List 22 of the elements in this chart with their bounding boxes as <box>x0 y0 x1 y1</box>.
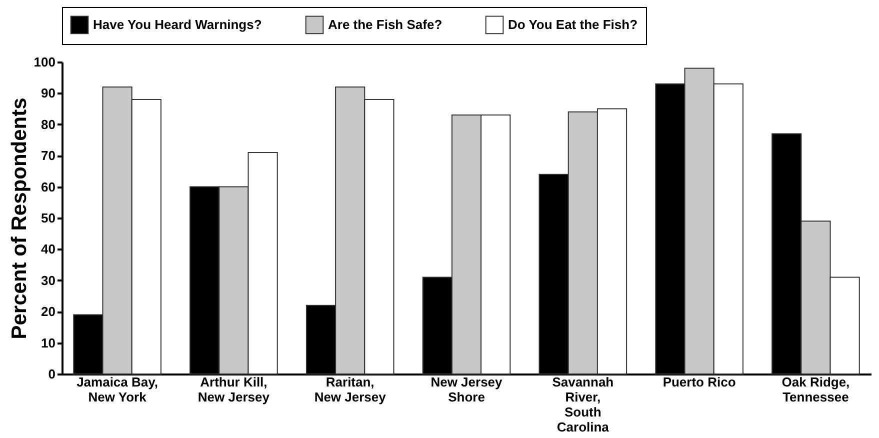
y-axis-title: Percent of Respondents <box>8 98 31 340</box>
y-tick-label: 100 <box>34 54 56 70</box>
y-tick-label: 40 <box>41 242 56 257</box>
y-tick-label: 10 <box>41 335 56 350</box>
x-tick-label: Raritan, New Jersey <box>314 374 387 404</box>
legend-label: Are the Fish Safe? <box>328 16 442 32</box>
x-tick-label: Jamaica Bay, New York <box>76 374 158 404</box>
x-tick-label: Savannah River, South Carolina <box>552 374 614 434</box>
x-tick-label: New Jersey Shore <box>430 374 504 404</box>
y-tick-label: 90 <box>41 86 56 101</box>
x-tick-label: Oak Ridge, Tennessee <box>782 374 850 404</box>
y-tick-label: 60 <box>41 179 56 194</box>
legend-label: Do You Eat the Fish? <box>508 16 638 32</box>
y-tick-label: 20 <box>41 304 56 320</box>
x-tick-label: Puerto Rico <box>662 374 736 390</box>
y-tick-label: 50 <box>41 210 56 226</box>
y-tick-label: 0 <box>48 366 56 382</box>
y-tick-label: 70 <box>41 148 56 164</box>
x-tick-label: Arthur Kill, New Jersey <box>198 374 270 404</box>
y-tick-label: 80 <box>41 116 56 132</box>
legend-label: Have You Heard Warnings? <box>93 16 262 32</box>
y-tick-label: 30 <box>41 272 56 288</box>
